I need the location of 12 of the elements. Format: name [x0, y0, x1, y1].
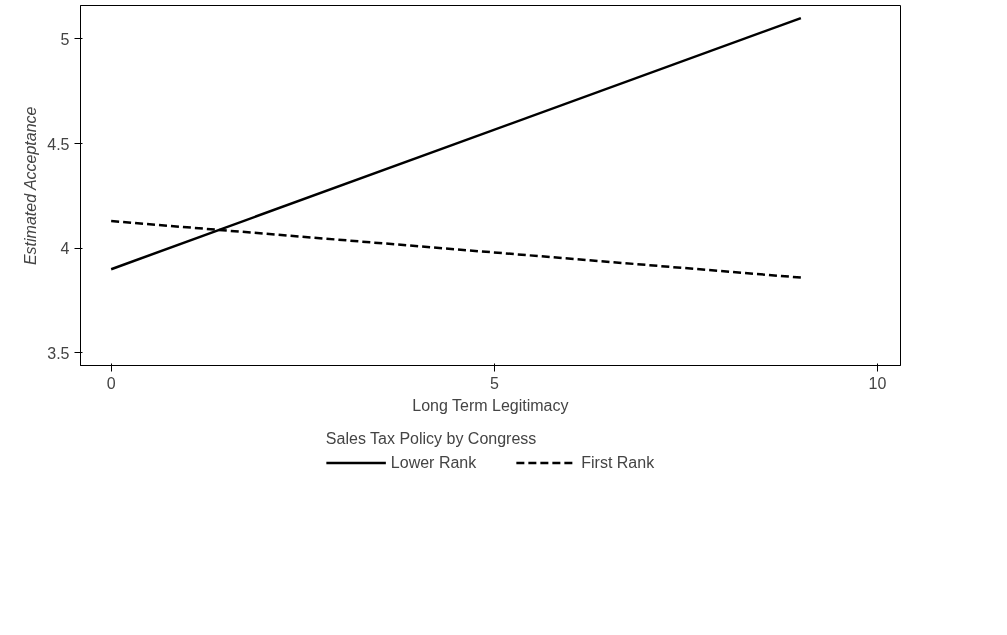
legend-title: Sales Tax Policy by Congress: [325, 429, 538, 448]
y-tick-label: 3.5: [47, 344, 70, 362]
x-tick-label: 0: [106, 374, 116, 392]
legend-label: First Rank: [581, 453, 655, 472]
x-axis-title: Long Term Legitimacy: [412, 396, 569, 414]
x-tick-label: 5: [489, 374, 499, 392]
legend-label: Lower Rank: [390, 453, 477, 472]
y-tick-label: 5: [60, 30, 70, 48]
y-axis-title: Estimated Acceptance: [22, 106, 40, 266]
x-tick-label: 10: [868, 374, 887, 392]
y-tick-label: 4.5: [47, 135, 70, 153]
y-tick-label: 4: [60, 240, 70, 258]
